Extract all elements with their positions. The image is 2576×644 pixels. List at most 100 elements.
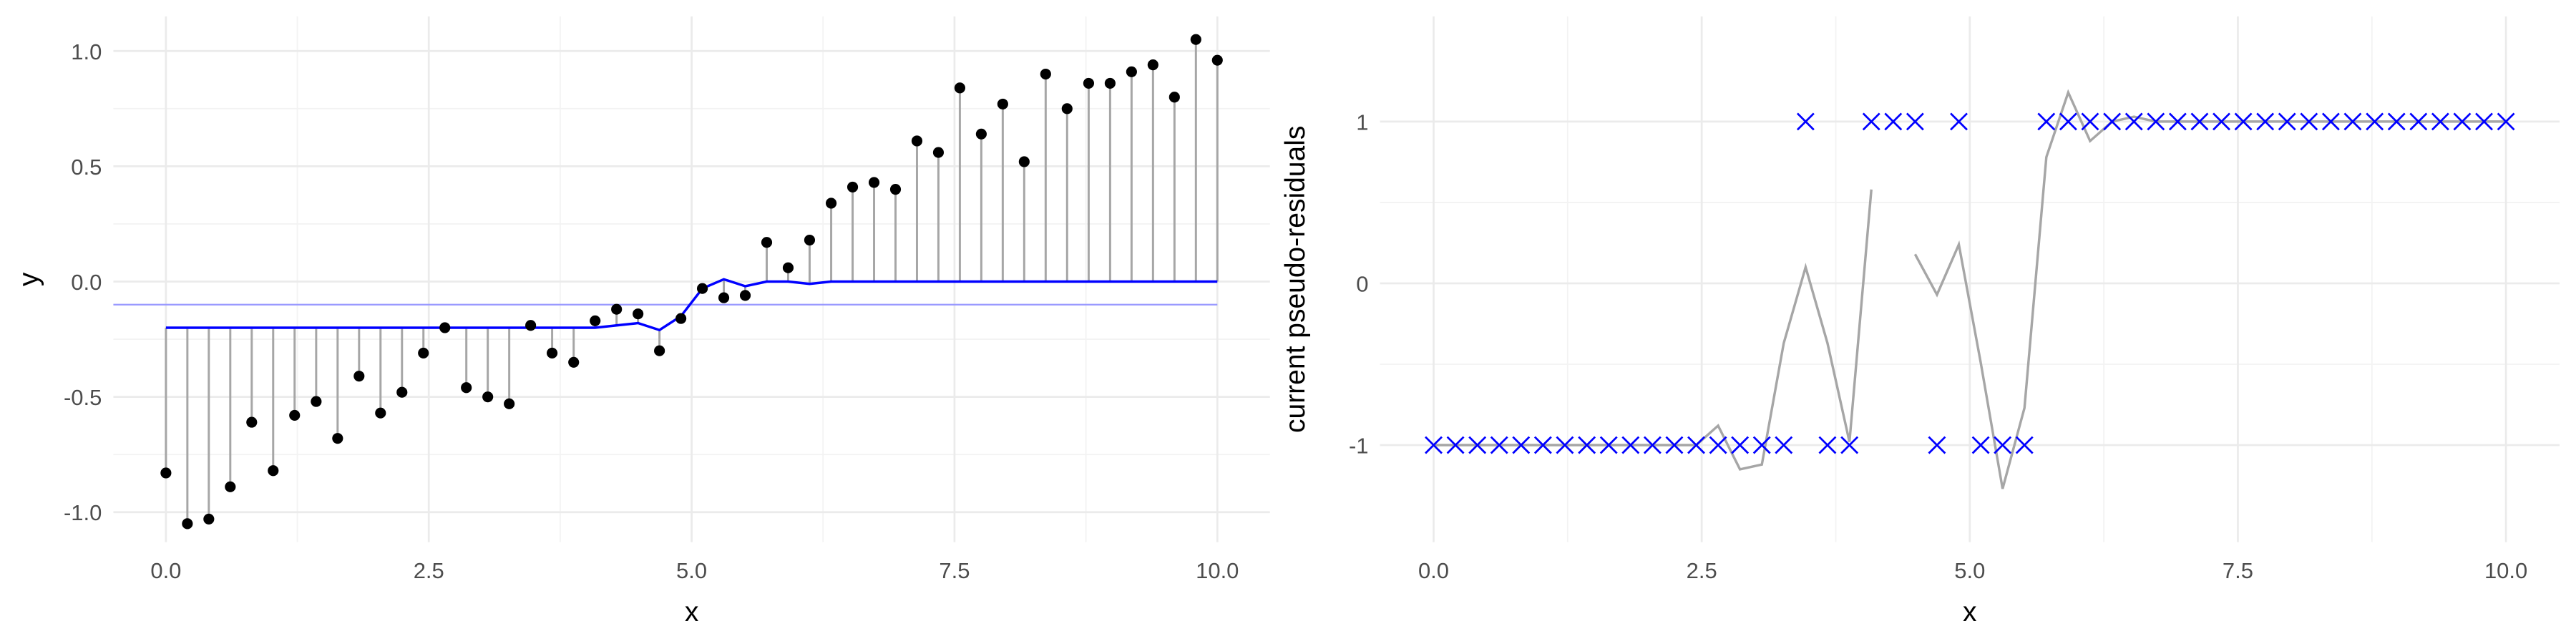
cross-marker [2300, 112, 2318, 131]
point [633, 308, 644, 320]
point [825, 197, 837, 209]
panel: 0.0 2.5 5.0 7.5 10.0 -1 0 1 x current pseudo-resi… [1280, 16, 2560, 628]
cross-marker [2234, 112, 2253, 131]
point [353, 371, 365, 382]
point [1061, 103, 1073, 114]
y-tick-label: -0.5 [64, 385, 102, 410]
cross-marker [2256, 112, 2275, 131]
y-axis-label: current pseudo-residuals [1280, 126, 1311, 433]
point [847, 181, 859, 192]
y-tick-label: 1.0 [71, 39, 102, 64]
cross-marker [1425, 436, 1443, 454]
cross-marker [2321, 112, 2340, 131]
point [203, 513, 215, 525]
cross-marker [1971, 436, 1990, 454]
y-tick-label: -1 [1349, 433, 1369, 458]
cross-marker [1533, 436, 1552, 454]
point [225, 481, 236, 492]
point [396, 386, 408, 398]
cross-marker [1840, 436, 1859, 454]
cross-marker [2453, 112, 2472, 131]
point [868, 177, 880, 188]
point [568, 356, 580, 368]
panel: 0.0 2.5 5.0 7.5 10.0 -1.0 -0.5 0.0 0.5 1.0 x y [14, 16, 1270, 628]
cross-marker [1599, 436, 1618, 454]
cross-marker [1950, 112, 1968, 131]
point [439, 322, 451, 333]
point [311, 396, 322, 407]
point [375, 407, 386, 419]
cross-marker [2037, 112, 2056, 131]
cross-marker [1512, 436, 1531, 454]
point [932, 147, 945, 158]
cross-marker [2081, 112, 2099, 131]
point [1211, 54, 1223, 66]
cross-marker [2497, 112, 2515, 131]
point [1169, 92, 1180, 103]
point [804, 234, 816, 246]
cross-marker [2343, 112, 2362, 131]
x-axis-label: x [685, 597, 699, 628]
point [289, 409, 301, 421]
cross-marker [2124, 112, 2143, 131]
cross-marker [1709, 436, 1727, 454]
cross-marker [1884, 112, 1903, 131]
point [1083, 77, 1094, 89]
cross-marker [1818, 436, 1837, 454]
point [1147, 59, 1158, 71]
point [718, 292, 730, 303]
point [782, 262, 794, 273]
point [482, 391, 494, 403]
point [654, 345, 665, 356]
cross-marker [1906, 112, 1924, 131]
point [160, 467, 172, 479]
point [975, 128, 987, 140]
y-tick-label: 0 [1356, 271, 1368, 296]
point [418, 347, 429, 358]
point [997, 98, 1008, 109]
y-axis-label: y [14, 272, 44, 286]
x-tick-label: 7.5 [939, 558, 970, 583]
cross-marker [2409, 112, 2428, 131]
point [547, 347, 558, 358]
y-tick-label: 1 [1356, 109, 1368, 135]
point [504, 398, 515, 409]
cross-marker [2387, 112, 2406, 131]
point [182, 518, 193, 530]
point [461, 382, 472, 394]
point [611, 303, 623, 315]
x-tick-label: 10.0 [1196, 558, 1239, 583]
point [1190, 34, 1201, 45]
point [246, 416, 258, 428]
point [590, 315, 601, 326]
point [1018, 156, 1030, 167]
x-tick-label: 5.0 [676, 558, 707, 583]
point [696, 283, 708, 294]
x-tick-label: 2.5 [1687, 558, 1717, 583]
y-tick-label: 0.5 [71, 155, 102, 180]
cross-marker [2103, 112, 2122, 131]
x-tick-label: 0.0 [150, 558, 181, 583]
point [1040, 68, 1051, 80]
cross-marker [1446, 436, 1465, 454]
cross-marker [2059, 112, 2077, 131]
cross-marker [1665, 436, 1684, 454]
line [165, 278, 1218, 332]
cross-marker [2015, 436, 2034, 454]
cross-marker [1731, 436, 1750, 454]
cross-marker [1643, 436, 1662, 454]
cross-marker [1468, 436, 1487, 454]
cross-marker [1556, 436, 1574, 454]
cross-marker [2168, 112, 2187, 131]
point [889, 184, 902, 195]
cross-marker [1490, 436, 1508, 454]
point [911, 135, 923, 147]
cross-marker [1928, 436, 1946, 454]
cross-marker [2190, 112, 2209, 131]
x-axis-label: x [1963, 597, 1977, 628]
cross-marker [2147, 112, 2165, 131]
point [739, 290, 751, 301]
point [268, 465, 279, 477]
cross-marker [2212, 112, 2230, 131]
